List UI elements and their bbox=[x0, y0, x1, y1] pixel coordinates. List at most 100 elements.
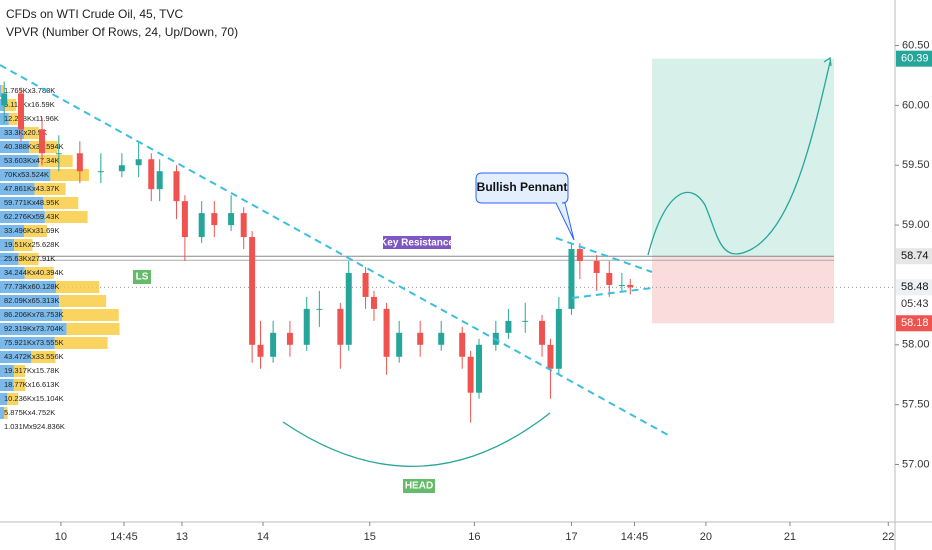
candle-body bbox=[76, 153, 83, 172]
candle-body bbox=[211, 213, 218, 226]
axes: 57.00 57.50 58.00 59.00 59.50 60.00 60.50 10 14:… bbox=[55, 39, 932, 543]
x-tick-label: 10 bbox=[55, 531, 67, 543]
candle-body bbox=[39, 129, 46, 154]
vp-up bbox=[0, 211, 45, 223]
vp-down bbox=[8, 113, 18, 125]
price-badge bbox=[896, 50, 932, 67]
candle-body bbox=[459, 332, 466, 357]
vp-up bbox=[0, 127, 24, 139]
annotation: LS bbox=[136, 272, 149, 283]
x-tick-label: 15 bbox=[364, 531, 376, 543]
candle-body bbox=[345, 272, 352, 345]
candle-body bbox=[505, 320, 512, 333]
vp-up bbox=[0, 351, 32, 363]
target-zone bbox=[652, 58, 834, 257]
y-tick-label: 60.50 bbox=[902, 39, 930, 51]
candle-body bbox=[156, 171, 163, 190]
candle-body bbox=[148, 159, 155, 190]
vp-label: 59.771Kx48.95K bbox=[4, 198, 59, 207]
vp-label: 40.388Kx39.594K bbox=[4, 142, 64, 151]
vp-down bbox=[34, 183, 66, 195]
vp-up bbox=[0, 393, 8, 405]
vp-down bbox=[4, 407, 8, 419]
y-tick-label: 59.50 bbox=[902, 159, 930, 171]
vp-label: 5.875Kx4.752K bbox=[4, 408, 55, 417]
annotation: HEAD bbox=[405, 481, 433, 492]
candle-body bbox=[228, 213, 235, 226]
vp-down bbox=[50, 169, 89, 181]
vp-down bbox=[44, 211, 88, 223]
candle-body bbox=[198, 213, 205, 238]
vp-label: 6.115Kx16.59K bbox=[4, 100, 55, 109]
y-tick-label: 60.00 bbox=[902, 99, 930, 111]
x-tick-label: 22 bbox=[882, 531, 894, 543]
candle-body bbox=[438, 332, 445, 345]
candle-body bbox=[316, 308, 323, 310]
indicator-title: VPVR (Number Of Rows, 24, Up/Down, 70) bbox=[6, 25, 238, 39]
candle-body bbox=[286, 332, 293, 345]
vp-up bbox=[0, 379, 14, 391]
vp-label: 62.276Kx59.43K bbox=[4, 212, 59, 221]
vp-up bbox=[0, 85, 2, 97]
callout bbox=[475, 172, 575, 241]
candle-body bbox=[118, 165, 125, 172]
pennant-top bbox=[555, 237, 653, 273]
candle-body bbox=[547, 344, 554, 369]
candle-body bbox=[476, 344, 483, 393]
candle-body bbox=[370, 296, 377, 309]
y-tick-label: 58.00 bbox=[902, 339, 930, 351]
vp-label: 10.236Kx15.104K bbox=[4, 394, 64, 403]
x-tick-label: 13 bbox=[176, 531, 188, 543]
candle-body bbox=[522, 320, 529, 322]
y-axis-area bbox=[895, 0, 932, 550]
price-badge bbox=[896, 315, 932, 332]
vp-label: 33.496Kx31.69K bbox=[4, 226, 59, 235]
candle-body bbox=[383, 308, 390, 357]
vp-up bbox=[0, 337, 55, 349]
candle-body bbox=[173, 171, 180, 202]
vp-up bbox=[0, 323, 67, 335]
x-tick-label: 14:45 bbox=[110, 531, 138, 543]
candle-body bbox=[270, 332, 277, 357]
vp-label: 33.3Kx20.5K bbox=[4, 128, 47, 137]
vp-up bbox=[0, 267, 25, 279]
vp-total: 1.031Mx924.836K bbox=[4, 422, 65, 431]
candle-body bbox=[97, 171, 104, 173]
callout-text: Bullish Pennant bbox=[477, 180, 568, 194]
vp-up bbox=[0, 197, 44, 209]
vp-up bbox=[0, 239, 15, 251]
vp-label: 18.77Kx16.613K bbox=[4, 380, 59, 389]
vp-down bbox=[13, 365, 26, 377]
vp-up bbox=[0, 169, 51, 181]
vp-down bbox=[23, 127, 39, 139]
candle-body bbox=[240, 213, 247, 238]
vp-down bbox=[55, 281, 100, 293]
vp-label: 92.319Kx73.704K bbox=[4, 324, 64, 333]
price-badge-label: 58.48 bbox=[901, 281, 929, 293]
trend-line bbox=[0, 64, 669, 436]
candle-body bbox=[55, 153, 62, 155]
candle-body bbox=[606, 272, 613, 285]
candle-body bbox=[337, 308, 344, 345]
vp-down bbox=[24, 225, 47, 237]
vp-down bbox=[18, 253, 39, 265]
chart-title: CFDs on WTI Crude Oil, 45, TVC bbox=[6, 7, 183, 21]
vp-label: 43.472Kx33.556K bbox=[4, 352, 64, 361]
vp-label: 75.921Kx73.555K bbox=[4, 338, 64, 347]
countdown: 05:43 bbox=[901, 298, 929, 310]
vp-down bbox=[38, 155, 73, 167]
candle-body bbox=[539, 320, 546, 345]
vp-down bbox=[1, 85, 4, 97]
candle-body bbox=[627, 284, 634, 288]
candle-body bbox=[576, 249, 583, 261]
candle-body bbox=[257, 344, 264, 357]
projection-arrow bbox=[823, 56, 832, 67]
vp-down bbox=[4, 99, 17, 111]
candle-body bbox=[555, 308, 562, 369]
price-badge bbox=[896, 248, 932, 265]
vp-label: 19.51Kx25.628K bbox=[4, 240, 59, 249]
vp-up bbox=[0, 309, 63, 321]
candle-body bbox=[362, 272, 369, 297]
candle-body bbox=[593, 261, 600, 273]
